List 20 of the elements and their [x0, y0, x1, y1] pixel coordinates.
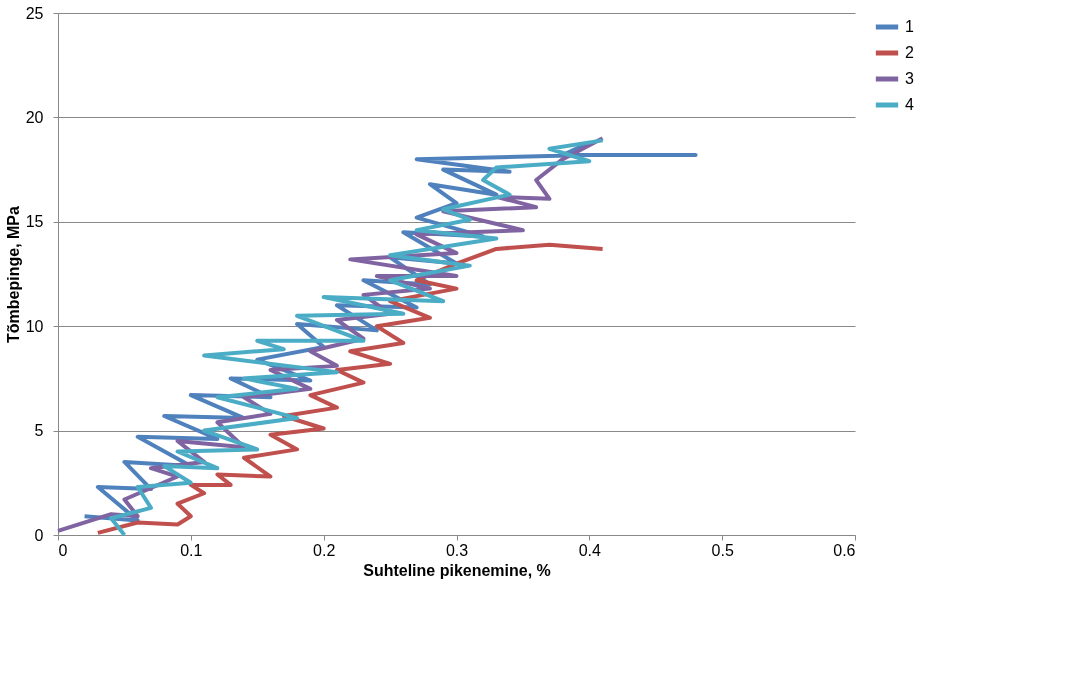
legend-label: 4	[905, 96, 914, 113]
x-tick-label: 0.5	[711, 541, 734, 559]
legend-label: 2	[905, 44, 914, 61]
x-tick-label: 0.1	[180, 541, 203, 559]
y-axis-title: Tõmbepinge, MPa	[4, 205, 22, 343]
x-tick-label: 0.2	[313, 541, 336, 559]
y-tick-label: 20	[25, 108, 44, 126]
x-tick-label: 0.3	[445, 541, 469, 559]
y-tick-label: 15	[25, 213, 44, 231]
legend-label: 1	[905, 18, 914, 35]
x-axis-title: Suhteline pikenemine, %	[363, 561, 551, 579]
legend-label: 3	[905, 70, 914, 87]
y-tick-label: 0	[34, 526, 44, 544]
y-tick-label: 25	[25, 4, 44, 22]
x-tick-label: 0	[58, 541, 68, 559]
x-tick-label: 0.6	[833, 541, 856, 559]
y-tick-label: 10	[25, 317, 44, 335]
x-tick-label: 0.4	[578, 541, 602, 559]
line-series	[95, 242, 605, 535]
y-tick-label: 5	[34, 422, 44, 440]
